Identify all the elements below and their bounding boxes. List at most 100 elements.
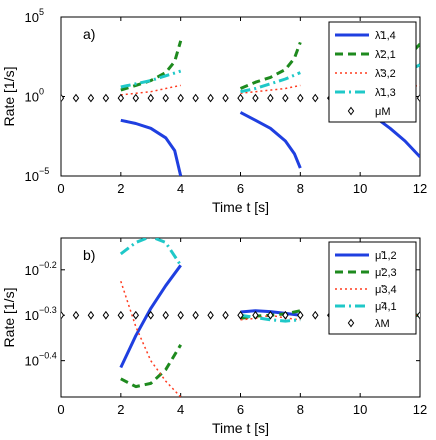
marker-point [416,310,420,320]
marker-point [252,93,259,103]
legend-entry: λ̃1,4 [375,30,396,42]
marker-point [102,93,110,103]
marker-point [222,93,229,103]
marker-point [132,310,140,320]
x-tick-label: 10 [353,402,367,417]
marker-point [282,93,289,103]
marker-point [222,310,229,320]
y-tick-exponent: 0 [39,87,44,97]
x-axis-label: Time t [s] [212,199,269,215]
y-tick-label: 10 [25,10,39,25]
series-line [240,84,301,95]
series-line [239,111,302,169]
x-tick-label: 8 [297,402,304,417]
marker-point [72,310,80,320]
marker-point [282,310,289,320]
marker-point [252,310,259,320]
x-tick-label: 12 [413,402,427,417]
y-tick-exponent: −0.4 [39,351,57,361]
x-tick-label: 0 [57,402,64,417]
y-axis-label: Rate [1/s] [1,288,17,348]
series-line [119,264,182,369]
x-tick-label: 6 [237,181,244,196]
legend-marker [347,106,355,116]
marker-point [87,93,95,103]
legend-entry: μM [375,106,391,118]
legend-entry: μ̃4,1 [375,301,397,313]
y-tick-exponent: −0.3 [39,305,57,315]
marker-point [192,310,199,320]
y-tick-label: 10 [25,169,39,184]
series-line [119,238,182,267]
legend-entry: λ̃3,2 [375,68,396,80]
x-tick-label: 4 [177,181,184,196]
legend: λ̃1,4 λ̃2,1 λ̃3,2 λ̃1,3 μM [328,21,417,123]
x-tick-label: 6 [237,402,244,417]
series-line [120,40,183,92]
legend-entry: λ̃2,1 [375,49,396,61]
marker-point [147,93,154,103]
marker-point [117,310,125,320]
marker-point [177,93,184,103]
x-tick-label: 12 [413,181,427,196]
y-tick-exponent: 5 [39,7,44,17]
y-tick-label: 10 [25,90,39,105]
legend-entry: μ̃1,2 [375,250,397,262]
x-tick-label: 4 [177,402,184,417]
marker-point [237,93,244,103]
marker-point [177,310,184,320]
marker-point [416,93,420,103]
marker-point [132,93,140,103]
marker-point [87,310,95,320]
x-tick-label: 0 [57,181,64,196]
legend: μ̃1,2 μ̃2,3 μ̃3,4 μ̃4,1 λM [328,241,417,335]
marker-point [162,93,169,103]
legend-box [328,21,417,123]
marker-point [61,93,65,103]
legend-box [328,241,417,335]
marker-point [117,93,125,103]
marker-point [147,310,154,320]
y-tick-label: 10 [25,263,39,278]
y-tick-exponent: −5 [39,166,49,176]
panel-label: b) [83,247,95,263]
marker-point [192,93,199,103]
y-tick-label: 10 [25,308,39,323]
marker-point [207,310,214,320]
series-line [120,280,182,397]
plot-area [61,238,420,397]
marker-point [312,310,319,320]
x-axis-label: Time t [s] [212,420,269,436]
marker-point [312,93,319,103]
marker-point [267,310,274,320]
marker-point [267,93,274,103]
marker-point [102,310,110,320]
marker-point [237,310,244,320]
marker-point [72,93,80,103]
legend-marker [347,318,355,328]
legend-entry: μ̃3,4 [375,284,397,296]
marker-point [162,310,169,320]
marker-point [207,93,214,103]
series-line [239,41,302,90]
legend-entry: μ̃2,3 [375,267,397,279]
x-tick-label: 2 [117,181,124,196]
legend-entry: λM [375,318,390,330]
series-line [120,118,183,176]
y-tick-exponent: −0.2 [39,260,57,270]
legend-entry: λ̃1,3 [375,87,396,99]
y-tick-label: 10 [25,354,39,369]
marker-point [297,310,304,320]
marker-point [297,93,304,103]
x-tick-label: 8 [297,181,304,196]
marker-point [61,310,65,320]
x-tick-label: 2 [117,402,124,417]
x-tick-label: 10 [353,181,367,196]
series-line [240,71,301,94]
series-line [120,344,182,389]
y-axis-label: Rate [1/s] [1,67,17,127]
panel-label: a) [83,26,95,42]
